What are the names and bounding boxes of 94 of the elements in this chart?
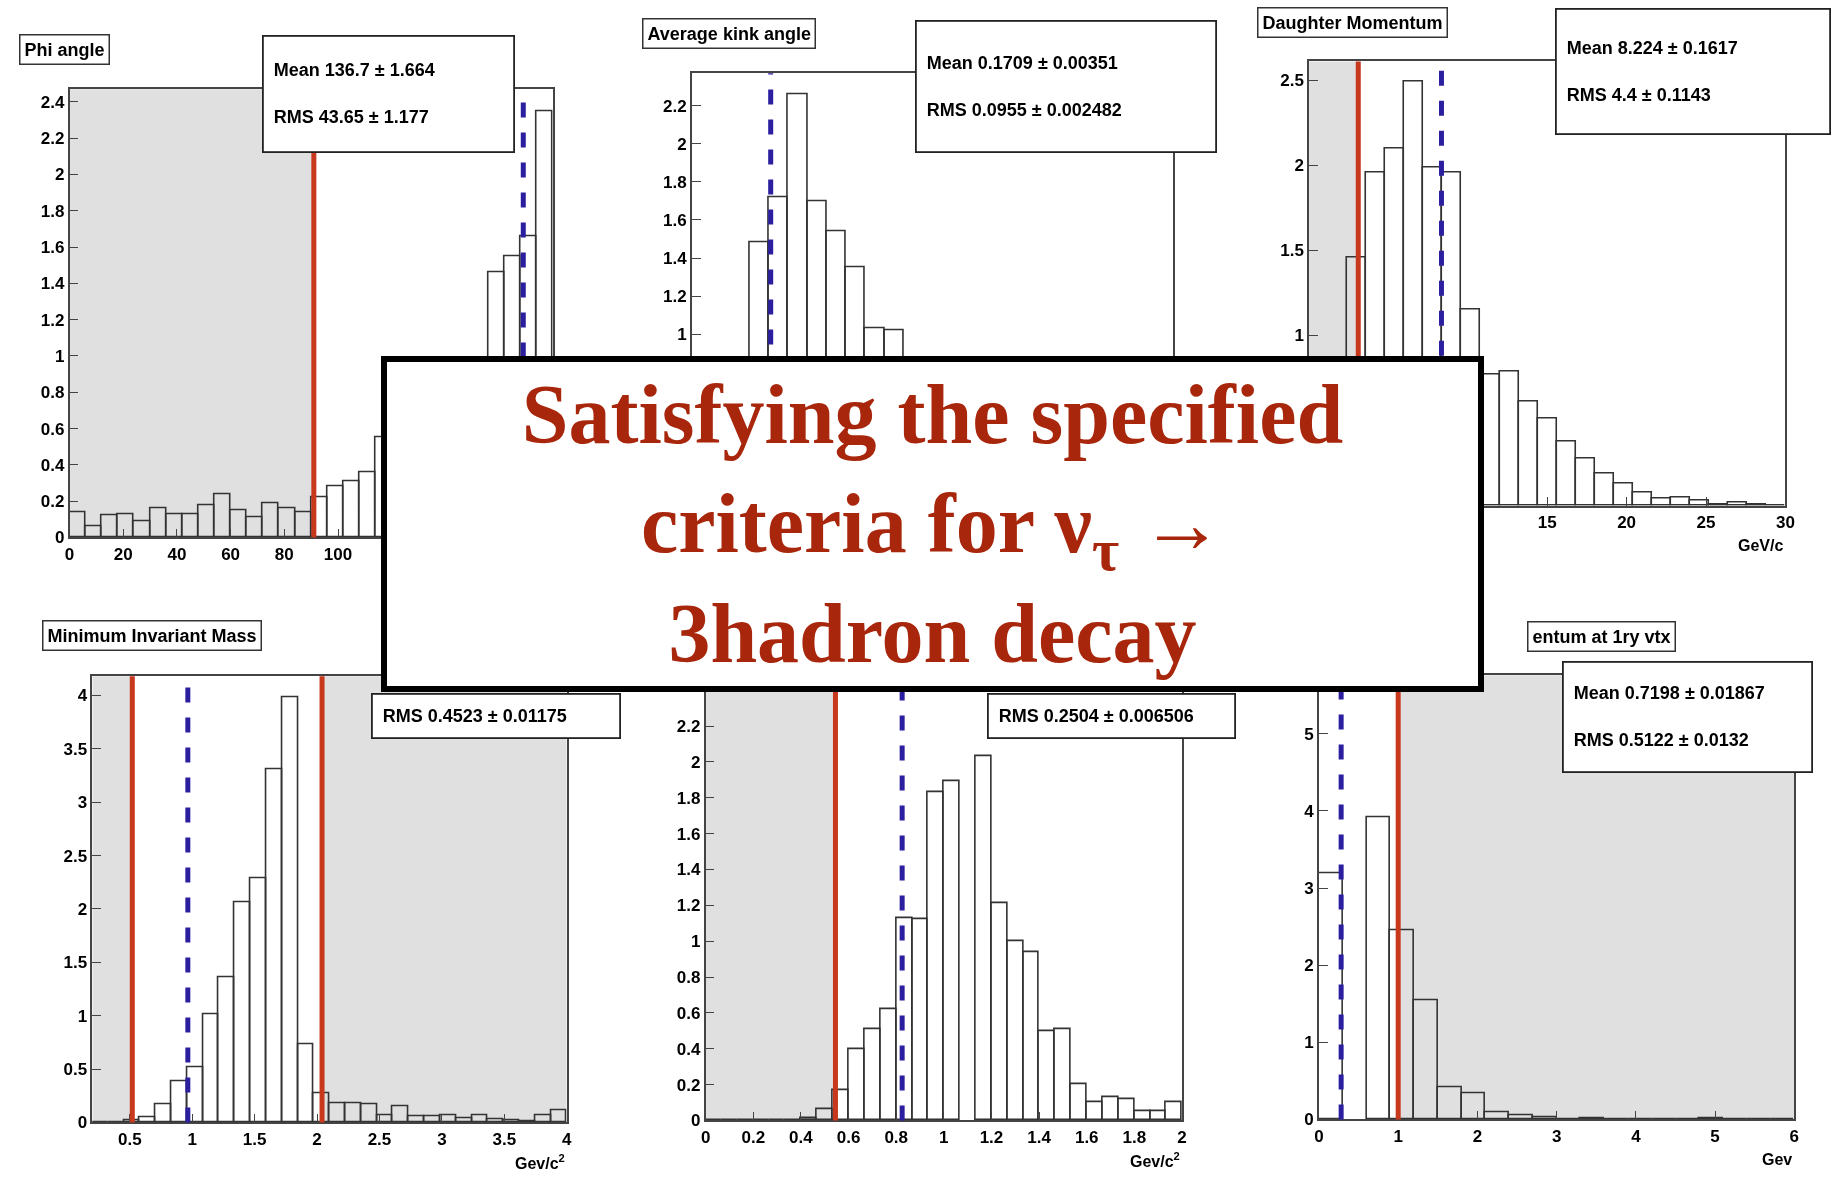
y-tick-label: 2.2 xyxy=(676,716,701,736)
x-tick-label: 1 xyxy=(1393,1126,1403,1146)
y-tick-label: 1.6 xyxy=(40,238,65,258)
y-tick-label: 1.4 xyxy=(662,248,688,268)
y-tick-label: 1 xyxy=(77,1006,88,1026)
y-tick-label: 0 xyxy=(691,1111,701,1131)
x-tick-label: 1.4 xyxy=(1027,1127,1052,1147)
annotation: RMS 0.2504 ± 0.006506 xyxy=(998,705,1194,726)
y-tick-label: 2.2 xyxy=(40,129,65,149)
y-tick-label: 3 xyxy=(1304,879,1314,899)
x-tick-label: 0.4 xyxy=(789,1127,814,1147)
x-tick-label: 20 xyxy=(113,544,133,564)
x-tick-label: 0.6 xyxy=(836,1127,861,1147)
y-tick-label: 2 xyxy=(54,165,65,185)
x-tick-label: 1 xyxy=(939,1127,949,1147)
y-tick-label: 0.2 xyxy=(676,1075,701,1095)
annotation: Satisfying the specified xyxy=(521,368,1344,462)
x-tick-label: 30 xyxy=(1775,512,1795,532)
y-tick-label: 1 xyxy=(677,325,687,345)
y-tick-label: 1 xyxy=(1304,1033,1314,1053)
y-tick-label: 4 xyxy=(77,686,88,706)
y-tick-label: 0 xyxy=(77,1113,88,1133)
text-card: Satisfying the specified criteria for ν$_{τ}$ → 3hadron decay xyxy=(381,356,1484,692)
y-tick-label: 1.6 xyxy=(676,824,701,844)
y-tick-label: 1.4 xyxy=(676,860,702,880)
y-tick-label: 0.8 xyxy=(40,383,65,403)
y-tick-label: 0.4 xyxy=(676,1039,702,1059)
y-tick-label: 0 xyxy=(54,528,65,548)
y-tick-label: 1.4 xyxy=(40,274,65,294)
annotation: Mean 0.7198 ± 0.01867 xyxy=(1573,683,1765,704)
y-tick-label: 1 xyxy=(691,932,701,952)
annotation: RMS 0.5122 ± 0.0132 xyxy=(1573,730,1749,751)
x-tick-label: 5 xyxy=(1710,1126,1720,1146)
y-tick-label: 1.8 xyxy=(676,788,701,808)
x-tick-label: 60 xyxy=(221,544,241,564)
y-tick-label: 0.2 xyxy=(40,492,65,512)
y-tick-label: 0.5 xyxy=(63,1060,88,1079)
y-tick-label: 1 xyxy=(54,346,65,366)
y-tick-label: 1.6 xyxy=(662,210,687,230)
x-tick-label: 4 xyxy=(561,1129,572,1149)
x-tick-label: 1.8 xyxy=(1122,1127,1147,1147)
x-tick-label: 6 xyxy=(1789,1126,1800,1146)
y-tick-label: 3 xyxy=(77,793,88,813)
annotation: criteria for ν$_{τ}$ → xyxy=(640,477,1225,584)
y-tick-label: 4 xyxy=(1304,801,1315,821)
y-tick-label: 1.8 xyxy=(662,172,687,192)
x-tick-label: 25 xyxy=(1696,512,1716,532)
x-tick-label: 1.5 xyxy=(242,1129,267,1149)
annotation: RMS 4.4 ± 0.1143 xyxy=(1566,84,1711,105)
y-tick-label: 2 xyxy=(1304,956,1314,976)
x-tick-label: 100 xyxy=(323,544,353,564)
y-tick-label: 3.5 xyxy=(63,739,88,759)
y-tick-label: 2.5 xyxy=(1280,71,1304,91)
y-tick-label: 0.8 xyxy=(676,967,701,987)
x-tick-label: 4 xyxy=(1631,1126,1642,1146)
x-tick-label: 1.6 xyxy=(1074,1127,1099,1147)
x-tick-label: 2 xyxy=(1177,1127,1187,1147)
annotation: RMS 43.65 ± 1.177 xyxy=(273,107,429,128)
y-tick-label: 1 xyxy=(1294,326,1304,346)
x-tick-label: 0.2 xyxy=(741,1127,766,1147)
y-tick-label: 1.2 xyxy=(662,287,687,307)
x-tick-label: 2 xyxy=(1472,1126,1483,1146)
x-tick-label: 0.8 xyxy=(884,1127,909,1147)
x-tick-label: 0.5 xyxy=(117,1129,142,1149)
x-tick-label: 3 xyxy=(1551,1126,1562,1146)
y-tick-label: 0.6 xyxy=(40,419,65,439)
x-tick-label: 80 xyxy=(274,544,294,564)
x-tick-label: 1.2 xyxy=(979,1127,1004,1147)
y-tick-label: 5 xyxy=(1304,724,1314,744)
x-tick-label: 20 xyxy=(1617,512,1637,532)
y-tick-label: 2.4 xyxy=(40,92,65,112)
y-tick-label: 0.6 xyxy=(676,1003,701,1023)
x-tick-label: 2.5 xyxy=(367,1129,392,1149)
x-tick-label: 3.5 xyxy=(492,1129,517,1149)
y-tick-label: 1.8 xyxy=(40,201,65,221)
y-tick-label: 1.5 xyxy=(1280,241,1304,261)
y-tick-label: 2 xyxy=(677,134,687,154)
x-tick-label: 2 xyxy=(312,1129,322,1149)
x-tick-label: 3 xyxy=(437,1129,447,1149)
y-tick-label: 1.2 xyxy=(40,310,65,330)
x-tick-label: 40 xyxy=(167,544,187,564)
y-tick-label: 2.2 xyxy=(662,96,687,116)
y-tick-label: 0 xyxy=(1304,1110,1314,1130)
x-tick-label: 1 xyxy=(187,1129,197,1149)
x-tick-label: 15 xyxy=(1537,512,1557,532)
annotation: RMS 0.0955 ± 0.002482 xyxy=(926,99,1122,120)
y-tick-label: 2 xyxy=(691,752,701,772)
y-tick-label: 2 xyxy=(77,899,88,919)
y-tick-label: 1.5 xyxy=(63,953,88,973)
y-tick-label: 2 xyxy=(1294,156,1304,176)
annotation: RMS 0.4523 ± 0.01175 xyxy=(382,705,567,726)
y-tick-label: 1.2 xyxy=(676,896,701,916)
y-tick-label: 2.5 xyxy=(63,846,88,866)
y-tick-label: 0.4 xyxy=(40,455,65,475)
